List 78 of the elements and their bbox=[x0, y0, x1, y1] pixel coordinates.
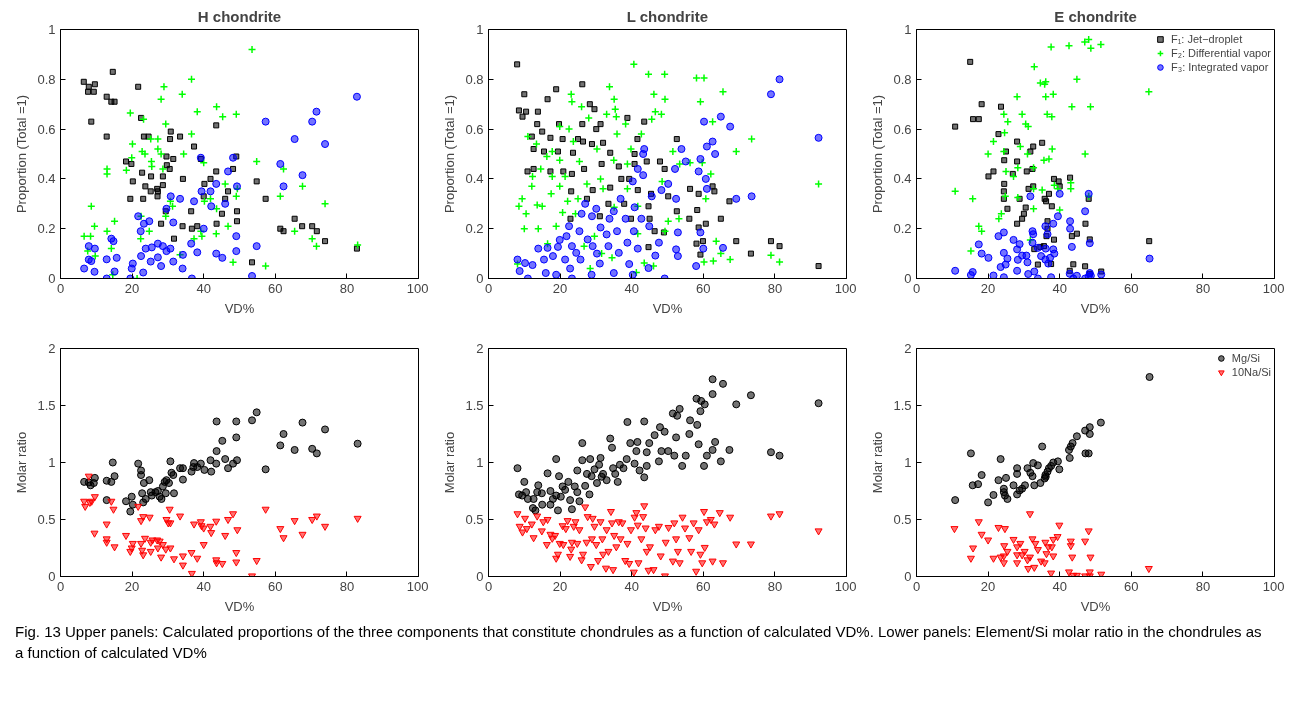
legend-label: F₂: Differential vapor bbox=[1170, 46, 1271, 60]
x-tick-label: 80 bbox=[339, 578, 355, 594]
x-tick-label: 40 bbox=[624, 280, 639, 296]
x-tick-label: 80 bbox=[1195, 280, 1211, 296]
y-tick-label: 0.4 bbox=[893, 171, 912, 187]
x-tick-label: 20 bbox=[124, 578, 140, 594]
x-tick-label: 100 bbox=[406, 280, 429, 296]
x-axis-title: VD% bbox=[1080, 598, 1111, 614]
x-tick-label: 60 bbox=[268, 280, 283, 296]
y-tick-label: 2 bbox=[904, 341, 912, 356]
y-tick-label: 1 bbox=[476, 455, 484, 470]
x-tick-label: 80 bbox=[767, 578, 783, 594]
x-tick-label: 40 bbox=[196, 578, 211, 594]
x-axis-title: VD% bbox=[224, 300, 255, 316]
y-tick-label: 1 bbox=[904, 455, 912, 470]
x-tick-label: 60 bbox=[268, 578, 283, 594]
y-tick-label: 0.8 bbox=[465, 71, 484, 87]
y-tick-label: 1.5 bbox=[893, 398, 912, 413]
x-tick-label: 40 bbox=[624, 578, 639, 594]
x-axis-title: VD% bbox=[1080, 300, 1111, 316]
x-tick-label: 20 bbox=[124, 280, 140, 296]
y-tick-label: 0.8 bbox=[893, 71, 912, 87]
x-tick-label: 40 bbox=[1052, 578, 1067, 594]
x-tick-label: 80 bbox=[1195, 578, 1211, 594]
x-tick-label: 100 bbox=[834, 280, 857, 296]
y-tick-label: 1 bbox=[48, 455, 56, 470]
x-tick-label: 20 bbox=[552, 578, 568, 594]
x-tick-label: 80 bbox=[339, 280, 355, 296]
x-axis-title: VD% bbox=[224, 598, 255, 614]
y-axis-title: Molar ratio bbox=[442, 431, 458, 494]
y-axis-title: Proportion (Total =1) bbox=[14, 94, 30, 214]
y-tick-label: 0.4 bbox=[37, 171, 56, 187]
x-axis-title: VD% bbox=[652, 598, 683, 614]
y-tick-label: 0.2 bbox=[893, 221, 912, 237]
chart-title: L chondrite bbox=[626, 7, 709, 25]
x-tick-label: 60 bbox=[696, 280, 711, 296]
y-tick-label: 1.5 bbox=[465, 398, 484, 413]
caption: Fig. 13 Upper panels: Calculated proportions of the three components that constitute chondrules as a function of calculated VD%. Lower panels: Element/Si molar ratio in the chondrules as a function of calculated VD% bbox=[15, 622, 1263, 664]
x-tick-label: 40 bbox=[1052, 280, 1067, 296]
y-axis-title: Proportion (Total =1) bbox=[442, 94, 458, 214]
x-tick-label: 100 bbox=[1262, 280, 1285, 296]
y-tick-label: 0.6 bbox=[893, 121, 912, 137]
y-axis-title: Molar ratio bbox=[14, 431, 30, 494]
y-tick-label: 0.4 bbox=[465, 171, 484, 187]
y-axis-title: Proportion (Total =1) bbox=[870, 94, 886, 214]
y-tick-label: 0.5 bbox=[893, 512, 912, 527]
y-tick-label: 1 bbox=[48, 22, 56, 37]
legend-label: F₁: Jet−droplet bbox=[1170, 32, 1243, 46]
y-tick-label: 0.2 bbox=[465, 221, 484, 237]
x-axis-title: VD% bbox=[652, 300, 683, 316]
y-tick-label: 0.5 bbox=[37, 512, 56, 527]
x-tick-label: 80 bbox=[767, 280, 783, 296]
x-tick-label: 100 bbox=[834, 578, 857, 594]
y-tick-label: 0.6 bbox=[37, 121, 56, 137]
y-axis-title: Molar ratio bbox=[870, 431, 886, 494]
x-tick-label: 100 bbox=[1262, 578, 1285, 594]
x-tick-label: 20 bbox=[552, 280, 568, 296]
y-tick-label: 1 bbox=[904, 22, 912, 37]
y-tick-label: 2 bbox=[476, 341, 484, 356]
y-tick-label: 0.5 bbox=[465, 512, 484, 527]
y-tick-label: 0.2 bbox=[37, 221, 56, 237]
chart-title: H chondrite bbox=[197, 7, 282, 25]
x-tick-label: 40 bbox=[196, 280, 211, 296]
legend-label: Mg/Si bbox=[1231, 351, 1260, 365]
x-tick-label: 60 bbox=[696, 578, 711, 594]
legend-label: F₃: Integrated vapor bbox=[1170, 60, 1269, 74]
x-tick-label: 20 bbox=[980, 578, 996, 594]
y-tick-label: 1 bbox=[476, 22, 484, 37]
x-tick-label: 60 bbox=[1124, 578, 1139, 594]
x-tick-label: 100 bbox=[406, 578, 429, 594]
y-tick-label: 0.6 bbox=[465, 121, 484, 137]
legend-label: 10Na/Si bbox=[1231, 365, 1271, 379]
y-tick-label: 1.5 bbox=[37, 398, 56, 413]
chart-title: E chondrite bbox=[1054, 7, 1137, 25]
y-tick-label: 2 bbox=[48, 341, 56, 356]
y-tick-label: 0.8 bbox=[37, 71, 56, 87]
x-tick-label: 20 bbox=[980, 280, 996, 296]
x-tick-label: 60 bbox=[1124, 280, 1139, 296]
